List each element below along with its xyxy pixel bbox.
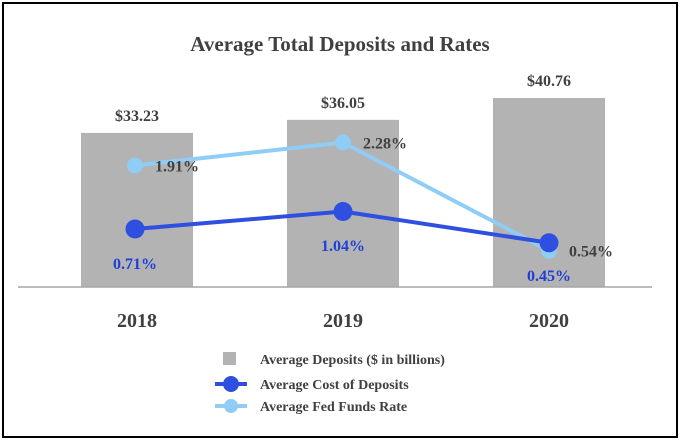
cost-of-deposits-point-2018: [125, 219, 145, 239]
fed-funds-point-2018: [127, 157, 143, 174]
chart: Average Total Deposits and Rates $33.23$…: [18, 32, 652, 415]
legend-label-fed-funds: Average Fed Funds Rate: [260, 400, 407, 415]
x-tick-label-2019: 2019: [323, 310, 363, 332]
bar-layer: [81, 98, 605, 288]
bar-value-label-2018: $33.23: [115, 108, 159, 125]
cost-of-deposits-label-2020: 0.45%: [527, 268, 571, 285]
bar-value-label-2019: $36.05: [321, 95, 365, 112]
cost-of-deposits-point-2020: [539, 233, 559, 253]
fed-funds-label-2018: 1.91%: [155, 159, 199, 176]
legend-label-cost-of-deposits: Average Cost of Deposits: [260, 378, 409, 393]
chart-title: Average Total Deposits and Rates: [190, 32, 489, 56]
x-tick-label-2020: 2020: [529, 310, 569, 332]
line-layer: [125, 134, 559, 259]
cost-of-deposits-label-2019: 1.04%: [321, 238, 365, 255]
x-tick-label-2018: 2018: [117, 310, 157, 332]
cost-of-deposits-label-2018: 0.71%: [113, 256, 157, 273]
legend-marker-cost-of-deposits: [223, 376, 239, 392]
label-layer: $33.23 $36.05 $40.76 2018 2019 2020 1.91% 2.28%…: [113, 73, 613, 332]
legend-marker-fed-funds: [224, 399, 238, 413]
legend-label-average-deposits: Average Deposits ($ in billions): [260, 353, 445, 368]
fed-funds-point-2019: [335, 134, 351, 151]
bar-value-label-2020: $40.76: [527, 73, 571, 90]
fed-funds-label-2020: 0.54%: [569, 244, 613, 261]
legend-swatch-average-deposits: [223, 352, 236, 365]
legend: Average Deposits ($ in billions) Average …: [215, 352, 445, 415]
cost-of-deposits-point-2019: [333, 202, 353, 221]
fed-funds-label-2019: 2.28%: [363, 136, 407, 153]
